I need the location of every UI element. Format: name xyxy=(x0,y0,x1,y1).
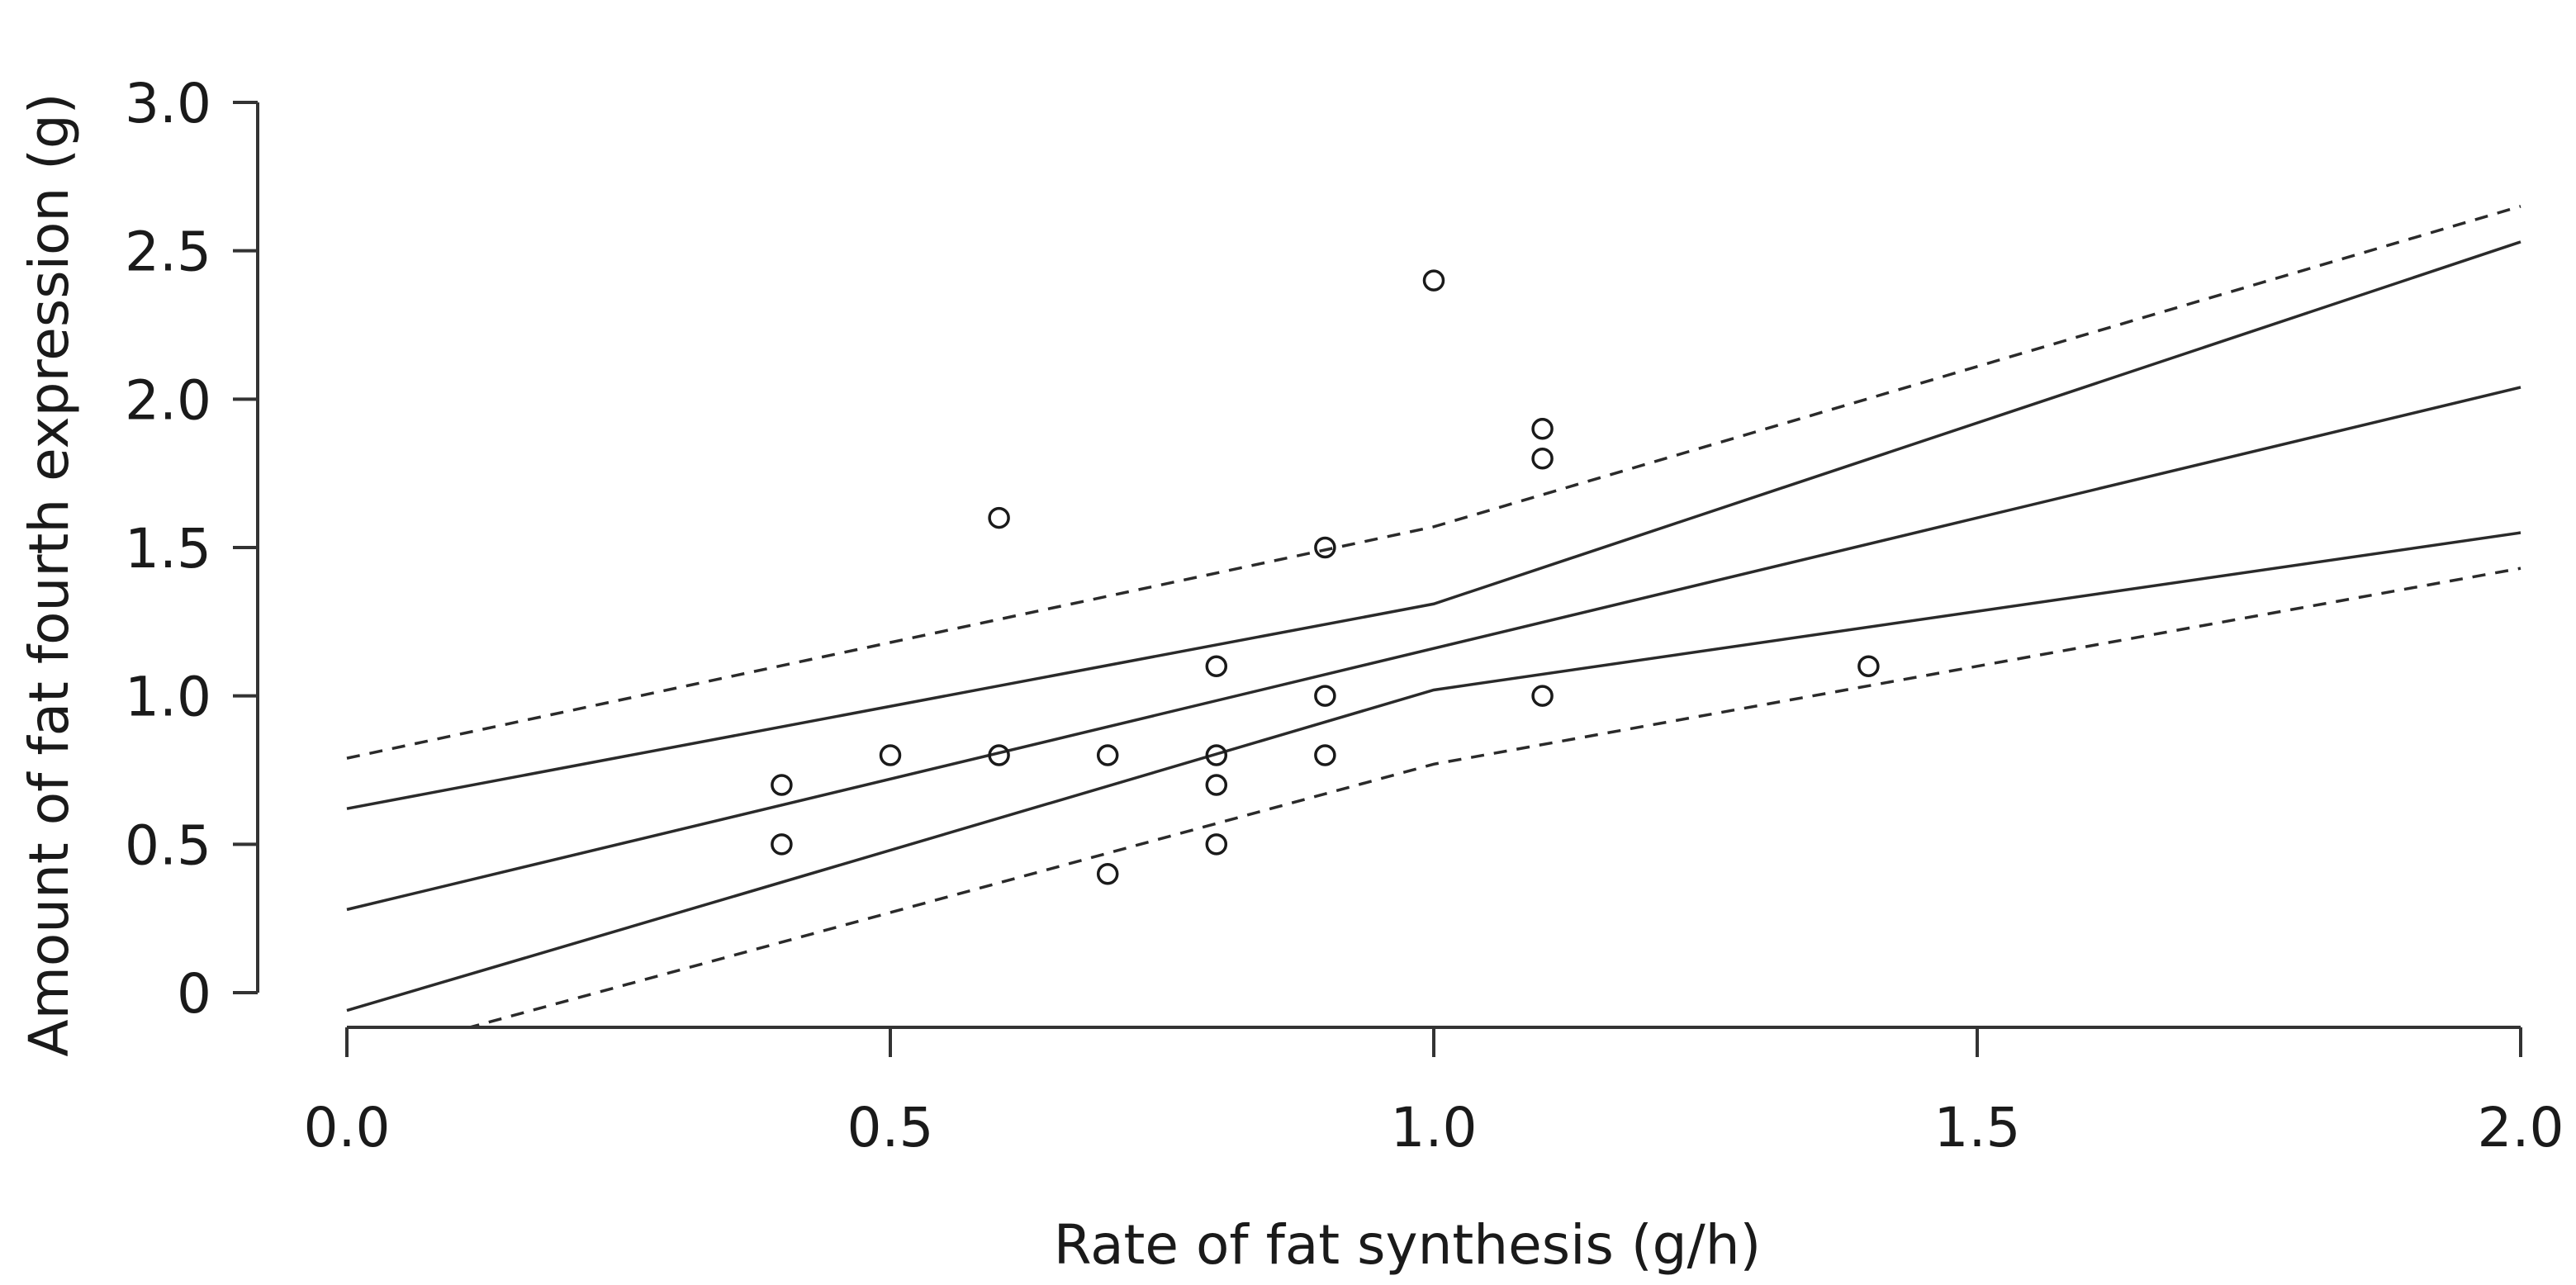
confidence-upper-line xyxy=(346,240,2521,810)
data-point xyxy=(1314,536,1336,559)
data-point xyxy=(1531,418,1554,440)
data-point xyxy=(771,833,793,856)
data-point xyxy=(1205,833,1228,856)
data-point xyxy=(1422,269,1445,292)
data-point xyxy=(1314,685,1336,707)
confidence-lower-line xyxy=(346,531,2521,1012)
y-axis-title: Amount of fat fourth expression (g) xyxy=(17,92,81,1056)
y-tick-label: 1.0 xyxy=(125,666,211,729)
y-tick-label: 0 xyxy=(177,962,211,1026)
y-tick-label: 2.0 xyxy=(125,368,211,432)
data-point xyxy=(1205,744,1228,766)
prediction-upper-line xyxy=(346,205,2521,760)
x-tick-label: 1.5 xyxy=(1934,1096,2021,1159)
data-point xyxy=(1205,655,1228,677)
data-point xyxy=(1857,655,1880,677)
data-point xyxy=(1531,685,1554,707)
y-tick-label: 3.0 xyxy=(125,72,211,135)
data-point xyxy=(1205,774,1228,796)
chart-axes: 0.0 0.5 1.0 1.5 2.0 0 0.5 1.0 1.5 2.0 2.5 3.0 xyxy=(125,72,2564,1159)
prediction-lower-line xyxy=(470,567,2521,1026)
data-points xyxy=(771,269,1880,885)
fitted-line xyxy=(346,386,2521,912)
data-point xyxy=(1096,744,1119,766)
x-axis-title: Rate of fat synthesis (g/h) xyxy=(1054,1213,1762,1277)
y-tick-label: 0.5 xyxy=(125,813,211,877)
x-tick-label: 1.0 xyxy=(1391,1096,1478,1159)
y-tick-label: 1.5 xyxy=(125,517,211,581)
data-point xyxy=(988,744,1010,766)
data-point xyxy=(1314,744,1336,766)
regression-lines xyxy=(346,205,2521,1026)
x-tick-label: 0.0 xyxy=(304,1096,391,1159)
data-point xyxy=(1531,447,1554,470)
data-point xyxy=(988,506,1010,529)
data-point xyxy=(879,744,902,766)
y-tick-label: 2.5 xyxy=(125,220,211,284)
data-point xyxy=(771,774,793,796)
x-tick-label: 0.5 xyxy=(847,1096,934,1159)
data-point xyxy=(1096,863,1119,885)
x-tick-label: 2.0 xyxy=(2478,1096,2564,1159)
